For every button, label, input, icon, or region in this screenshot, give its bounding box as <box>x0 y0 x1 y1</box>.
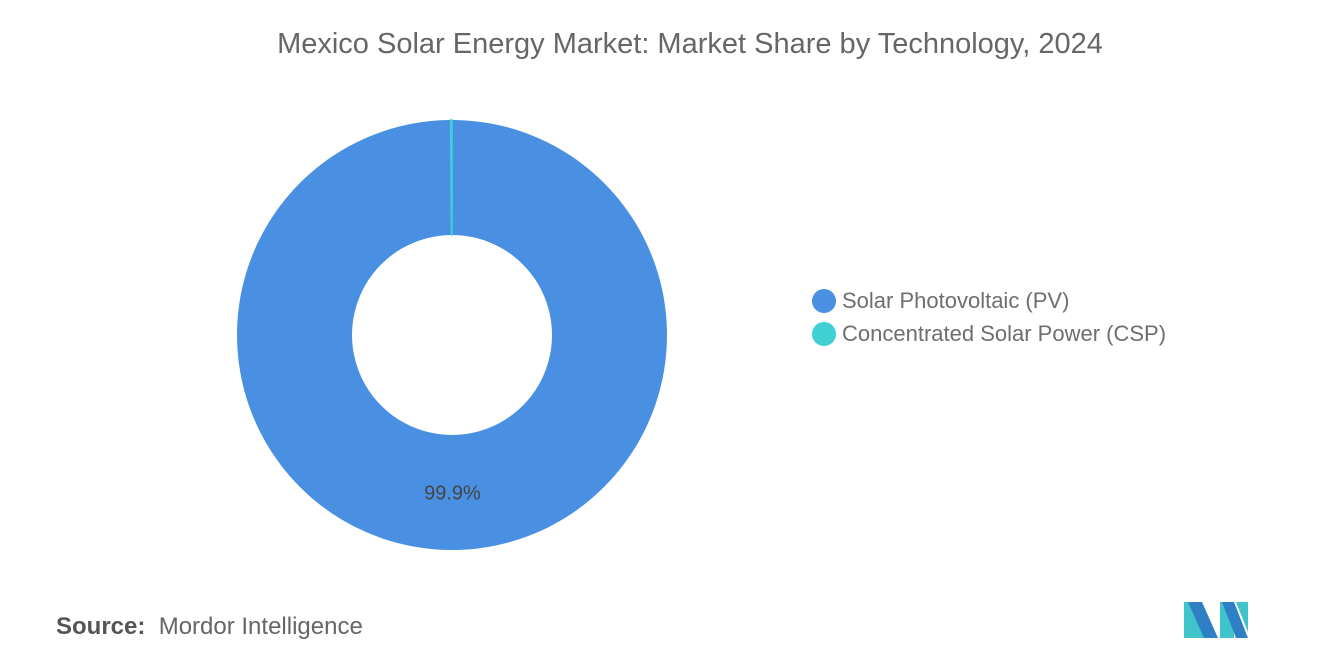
mordor-logo <box>1184 602 1248 638</box>
chart-title: Mexico Solar Energy Market: Market Share… <box>277 28 1103 60</box>
source-note: Source: Mordor Intelligence <box>56 613 363 641</box>
legend: Solar Photovoltaic (PV) Concentrated Sol… <box>812 284 1166 350</box>
slice-csp <box>449 119 453 236</box>
slice-pv <box>236 120 667 550</box>
legend-label: Solar Photovoltaic (PV) <box>842 287 1070 313</box>
legend-label: Concentrated Solar Power (CSP) <box>842 320 1167 346</box>
legend-swatch <box>812 288 836 313</box>
legend-item-pv: Solar Photovoltaic (PV) <box>812 284 1166 317</box>
source-value: Mordor Intelligence <box>158 613 363 640</box>
legend-item-csp: Concentrated Solar Power (CSP) <box>812 317 1166 350</box>
data-label: 99.9% <box>424 482 481 504</box>
legend-swatch <box>812 321 836 346</box>
source-label: Source: <box>56 613 146 640</box>
